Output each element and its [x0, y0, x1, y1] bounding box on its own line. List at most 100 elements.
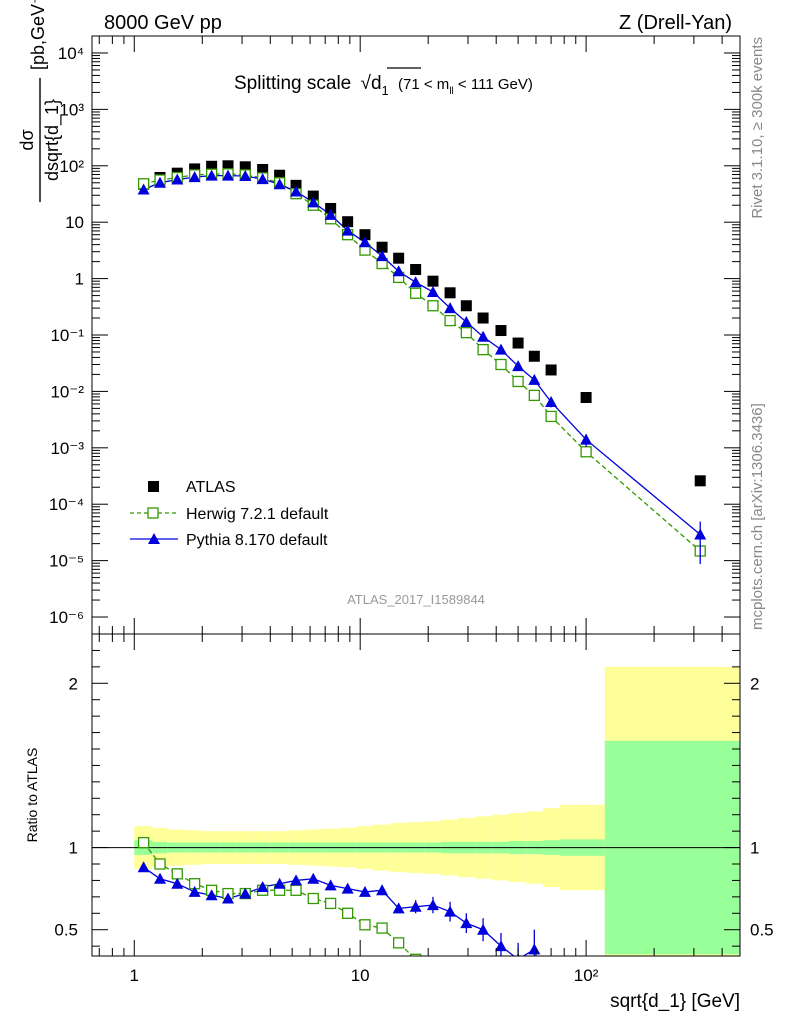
pythia-point [494, 343, 507, 355]
plot-title-range-post: < 111 GeV) [454, 76, 533, 93]
header-right: Z (Drell-Yan) [619, 12, 732, 34]
atlas-point [410, 263, 422, 275]
atlas-point [274, 169, 286, 181]
pythia-point [512, 360, 525, 372]
main-y-tick-label: 1 [75, 270, 84, 289]
plot-title-symbol: √d [361, 73, 382, 94]
ratio-herwig-point [171, 868, 183, 880]
ratio-pythia-point [444, 905, 457, 917]
pythia-point [256, 173, 269, 185]
atlas-point [427, 275, 439, 287]
ratio-pythia-point [409, 900, 422, 912]
ratio-pythia-point [307, 872, 320, 884]
pythia-point [694, 528, 707, 540]
main-y-label: dσ dsqrt{d_1} [pb,GeV⁻¹] [17, 0, 63, 202]
ratio-pythia-point [137, 861, 150, 873]
plot-title-sub: 1 [382, 83, 389, 98]
atlas-point [222, 160, 234, 172]
pythia-point [307, 196, 320, 208]
ratio-pythia-point [273, 877, 286, 889]
atlas-point [495, 325, 507, 337]
pythia-point [205, 169, 218, 181]
pythia-point [580, 433, 593, 445]
main-y-label-numerator: dσ [17, 129, 37, 150]
pythia-point [545, 395, 558, 407]
ratio-pythia-point [528, 943, 541, 955]
legend-marker-atlas [148, 481, 159, 492]
ratio-herwig-point [324, 897, 337, 910]
pythia-point [154, 176, 167, 188]
ratio-herwig-point [392, 937, 405, 949]
pythia-point [392, 265, 405, 277]
pythia-point [444, 302, 457, 314]
herwig-point [477, 343, 489, 356]
pythia-point [239, 169, 252, 181]
legend-label-atlas: ATLAS [186, 479, 236, 496]
header-left: 8000 GeV pp [104, 12, 222, 34]
main-panel: 10⁻⁶ 10⁻⁵ 10⁻⁴ 10⁻³ 10⁻² 10⁻¹ 1 10 10² 10³ 10⁴ Spl… [17, 0, 741, 635]
atlas-point [239, 161, 251, 173]
ratio-pythia-point [256, 881, 269, 892]
atlas-point [460, 300, 472, 312]
ratio-pythia-point [324, 879, 337, 891]
pythia-point [290, 185, 303, 197]
ratio-pythia-point [494, 940, 507, 952]
main-y-tick-label: 10⁻³ [50, 439, 84, 458]
ratio-herwig-point [359, 919, 371, 931]
herwig-point [580, 446, 592, 458]
herwig-point [512, 375, 524, 388]
atlas-point [444, 287, 456, 299]
pythia-point [477, 330, 490, 342]
svg-text:Splitting scale √d1: Splitting scale √d1 (71 < mll < 111 GeV) [234, 73, 533, 100]
herwig-point [545, 410, 557, 423]
pythia-point [341, 224, 354, 236]
atlas-point [694, 475, 706, 487]
pythia-point [273, 178, 286, 190]
herwig-point [528, 389, 540, 402]
pythia-point [222, 169, 235, 181]
legend-marker-herwig [147, 507, 159, 519]
ratio-pythia-point [341, 882, 354, 894]
atlas-point [189, 163, 201, 175]
ratio-pythia-line [143, 866, 535, 956]
ratio-pythia-point [171, 877, 184, 889]
main-y-tick-label: 10⁻⁵ [49, 552, 84, 571]
pythia-point [324, 208, 337, 220]
ratio-herwig-point [290, 884, 302, 896]
ratio-y-tick-label: 1 [69, 839, 78, 858]
main-y-tick-label: 10³ [59, 100, 84, 119]
atlas-point [307, 190, 319, 202]
ratio-pythia-point [154, 872, 167, 884]
ratio-herwig-point [409, 953, 422, 956]
main-y-tick-label: 10⁻² [50, 382, 84, 401]
atlas-point [206, 160, 218, 172]
pythia-point [376, 250, 389, 262]
main-y-tick-label: 10⁻⁴ [49, 495, 84, 514]
x-tick-label: 10² [574, 966, 599, 985]
analysis-watermark: ATLAS_2017_I1589844 [347, 592, 485, 607]
pythia-point [409, 276, 422, 288]
atlas-point [477, 312, 489, 324]
ratio-herwig-point [341, 907, 354, 919]
pythia-point [426, 285, 439, 297]
rivet-label: Rivet 3.1.10, ≥ 300k events [749, 37, 766, 219]
main-y-tick-label: 10⁴ [58, 44, 84, 63]
x-axis-label: sqrt{d_1} [GeV] [610, 991, 740, 1012]
herwig-point [444, 314, 456, 327]
ratio-pythia-point [358, 885, 371, 897]
atlas-point [528, 350, 540, 362]
herwig-point [460, 327, 472, 339]
ratio-y-tick-label-right: 2 [750, 674, 759, 693]
ratio-pythia-point [290, 874, 303, 886]
atlas-point [325, 202, 337, 214]
plot-title-range-sub: ll [449, 86, 453, 97]
legend-marker-pythia [148, 533, 160, 544]
plot-title-range: (71 < m [398, 76, 449, 93]
main-y-tick-label: 10⁻¹ [50, 326, 84, 345]
ratio-pythia-point [477, 923, 490, 935]
ratio-pythia-point [188, 885, 201, 897]
pythia-point [171, 173, 184, 185]
legend-label-herwig: Herwig 7.2.1 default [186, 506, 329, 523]
pythia-point [460, 316, 473, 328]
ratio-herwig-point [137, 836, 150, 849]
